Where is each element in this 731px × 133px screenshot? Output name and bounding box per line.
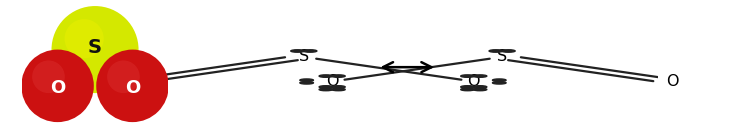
Circle shape (121, 75, 135, 77)
Circle shape (319, 75, 333, 77)
Circle shape (461, 86, 474, 88)
Text: O: O (326, 74, 338, 89)
Circle shape (32, 61, 65, 93)
Text: O: O (128, 74, 140, 89)
Circle shape (672, 75, 685, 77)
Circle shape (64, 19, 104, 58)
Circle shape (319, 86, 333, 88)
Circle shape (461, 75, 474, 77)
Text: O: O (125, 79, 140, 97)
Circle shape (102, 82, 115, 84)
Circle shape (473, 86, 487, 88)
Circle shape (300, 82, 314, 84)
Circle shape (133, 75, 147, 77)
Circle shape (493, 82, 506, 84)
Circle shape (672, 86, 685, 88)
Circle shape (332, 88, 345, 91)
Circle shape (501, 50, 515, 52)
Circle shape (300, 79, 314, 81)
Circle shape (303, 50, 317, 52)
Circle shape (332, 75, 345, 77)
Circle shape (133, 86, 147, 88)
Circle shape (121, 86, 135, 88)
Circle shape (493, 79, 506, 81)
Text: O: O (666, 74, 678, 89)
Circle shape (473, 75, 487, 77)
Text: S: S (88, 38, 102, 57)
Circle shape (489, 50, 503, 52)
Circle shape (21, 50, 94, 122)
Text: S: S (497, 49, 507, 64)
Text: S: S (299, 49, 309, 64)
Circle shape (691, 79, 705, 81)
Circle shape (473, 88, 487, 91)
Circle shape (659, 75, 673, 77)
Circle shape (291, 50, 304, 52)
Circle shape (319, 88, 333, 91)
Circle shape (691, 82, 705, 84)
Circle shape (461, 88, 474, 91)
Circle shape (51, 6, 139, 93)
Text: O: O (468, 74, 480, 89)
Circle shape (102, 79, 115, 81)
Circle shape (332, 86, 345, 88)
Circle shape (96, 50, 169, 122)
Text: O: O (50, 79, 65, 97)
Circle shape (107, 61, 140, 93)
Circle shape (659, 86, 673, 88)
